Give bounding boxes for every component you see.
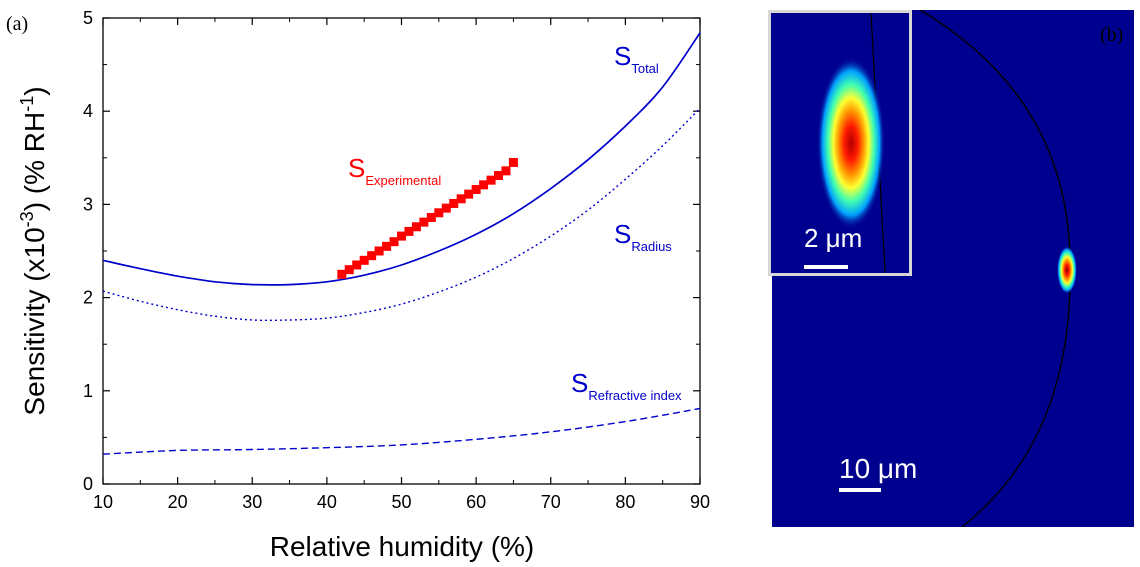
experimental-point-4 (367, 251, 377, 261)
x-tick-label-4: 50 (391, 492, 411, 512)
plot-area: 10 20 30 40 50 60 70 80 90 0 1 2 3 4 5 (83, 8, 710, 512)
y-axis-title-sup2: -1 (17, 96, 37, 112)
experimental-point-9 (404, 226, 414, 236)
inset-scale-bar (804, 265, 848, 269)
experimental-point-15 (449, 198, 459, 208)
experimental-point-22 (501, 166, 511, 176)
x-tick-label-5: 60 (466, 492, 486, 512)
panel-b-label: (b) (1100, 24, 1124, 46)
x-tick-label-8: 90 (690, 492, 710, 512)
label-s-radius: SRadius (614, 219, 672, 254)
label-s-experimental-main: S (348, 153, 365, 183)
mode-hotspot (1057, 246, 1077, 294)
label-s-total-main: S (614, 41, 631, 71)
y-tick-label-0: 0 (83, 474, 93, 494)
plot-frame (102, 17, 701, 485)
x-tick-label-1: 20 (168, 492, 188, 512)
x-tick-label-7: 80 (615, 492, 635, 512)
label-s-radius-main: S (614, 219, 631, 249)
label-s-experimental-sub: Experimental (365, 173, 441, 188)
inset-hotspot (817, 57, 885, 229)
label-s-refractive-sub: Refractive index (588, 388, 682, 403)
y-tick-label-1: 1 (83, 381, 93, 401)
experimental-point-10 (411, 222, 421, 232)
experimental-point-7 (389, 237, 399, 247)
experimental-point-6 (382, 241, 392, 251)
panel-a-label: (a) (6, 13, 28, 35)
resonator-boundary-arc (919, 10, 1071, 527)
experimental-point-5 (374, 246, 384, 256)
mode-profile-svg (919, 10, 1077, 527)
y-tick-label-5: 5 (83, 8, 93, 28)
y-tick-label-4: 4 (83, 101, 93, 121)
experimental-point-8 (397, 231, 406, 241)
y-tick-label-3: 3 (83, 194, 93, 214)
x-tick-label-2: 30 (242, 492, 262, 512)
y-axis-title-pre: Sensitivity (x10 (19, 227, 50, 415)
y-axis-title-sup1: -3 (17, 211, 37, 227)
label-s-experimental: SExperimental (348, 153, 441, 188)
experimental-point-18 (471, 184, 481, 194)
x-tick-label-6: 70 (541, 492, 561, 512)
experimental-point-3 (359, 255, 369, 265)
main-scale-bar (839, 488, 881, 492)
inset-scale-label: 2 μm (804, 223, 863, 253)
experimental-point-20 (486, 175, 496, 185)
series-line-2 (102, 407, 701, 455)
experimental-point-12 (426, 212, 436, 222)
experimental-point-2 (352, 260, 362, 270)
experimental-point-19 (479, 180, 489, 190)
x-tick-label-3: 40 (317, 492, 337, 512)
inset-svg (817, 13, 886, 273)
chart-panel-a: (a) 10 20 30 40 50 60 70 80 90 0 1 2 3 4 5 Relative hu… (6, 8, 710, 562)
main-scale-label: 10 μm (839, 453, 918, 484)
y-axis-title-post: ) (19, 86, 50, 95)
inset-zoom: 2 μm (768, 10, 912, 276)
label-s-total: STotal (614, 41, 659, 76)
experimental-point-1 (344, 265, 354, 275)
series-line-0 (102, 32, 701, 286)
label-s-refractive: SRefractive index (571, 368, 682, 403)
experimental-point-0 (337, 269, 347, 279)
experimental-point-17 (464, 189, 474, 199)
y-axis-title-mid: ) (% RH (19, 112, 50, 212)
label-s-refractive-main: S (571, 368, 588, 398)
x-tick-label-0: 10 (93, 492, 113, 512)
label-s-radius-sub: Radius (631, 239, 672, 254)
experimental-point-23 (508, 157, 518, 167)
y-tick-label-2: 2 (83, 288, 93, 308)
experimental-point-16 (456, 194, 466, 204)
experimental-point-11 (419, 217, 429, 227)
experimental-point-13 (434, 208, 444, 218)
x-axis-title: Relative humidity (%) (270, 531, 535, 562)
y-axis-title: Sensitivity (x10-3) (% RH-1) (17, 86, 50, 415)
label-s-total-sub: Total (631, 61, 659, 76)
experimental-point-14 (441, 203, 451, 213)
experimental-point-21 (494, 171, 504, 181)
